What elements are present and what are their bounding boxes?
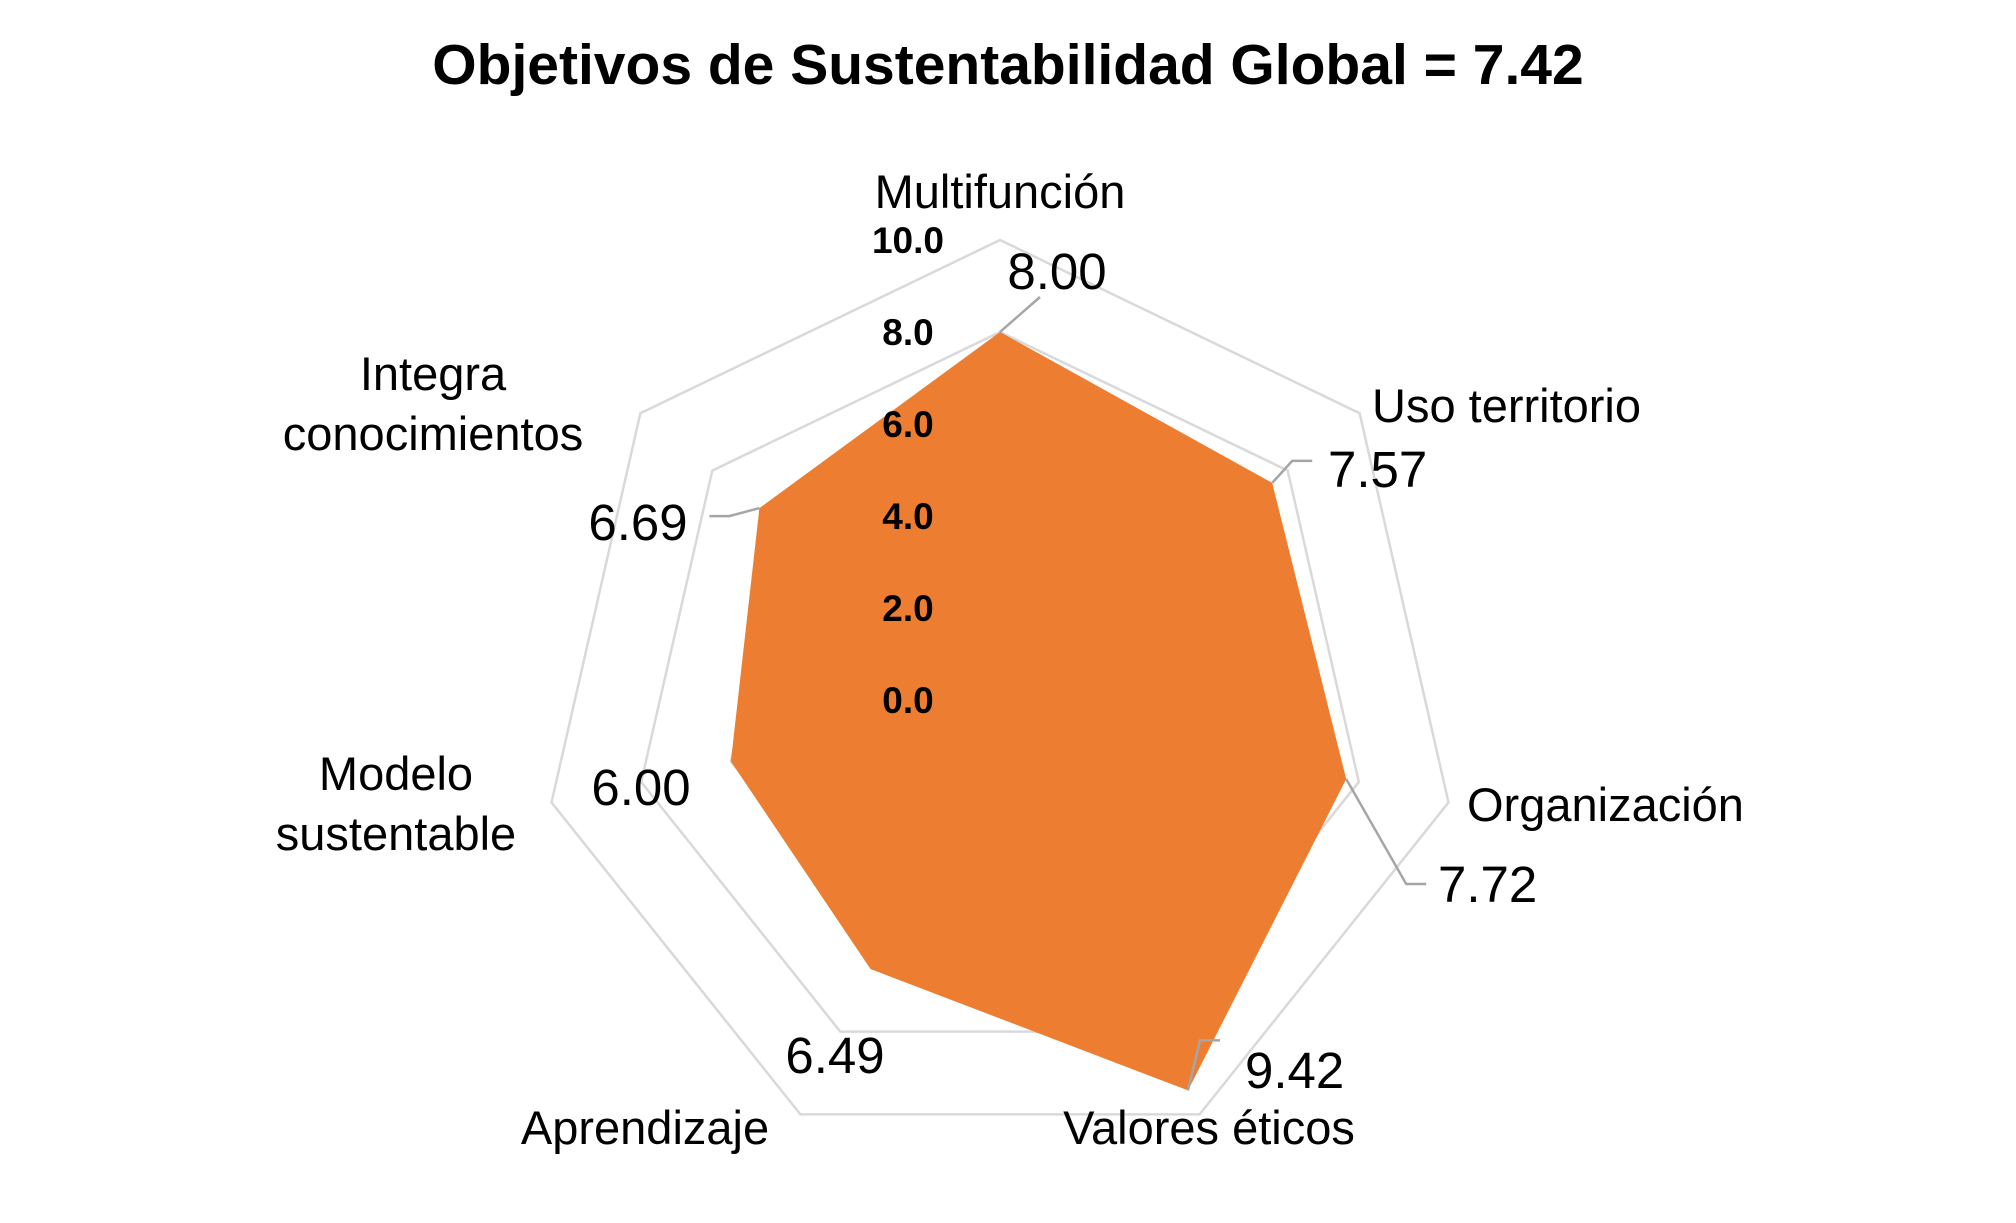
- category-label-line: Aprendizaje: [521, 1101, 769, 1154]
- data-label-5: 6.00: [591, 759, 690, 816]
- data-label-1: 7.57: [1328, 441, 1427, 498]
- data-label-6: 6.69: [588, 494, 687, 551]
- grid-ring-5: [550, 238, 1450, 1116]
- category-label-4: Aprendizaje: [521, 1101, 769, 1154]
- series-area-0: [730, 332, 1347, 1091]
- value-leader-lines: [709, 296, 1427, 1091]
- category-label-line: conocimientos: [283, 407, 583, 460]
- tick-label-5: 10.0: [872, 220, 944, 261]
- category-label-line: Organización: [1467, 778, 1744, 831]
- grid-ring-4: [639, 330, 1361, 1033]
- category-label-line: Multifunción: [875, 165, 1126, 218]
- category-labels: Multifunción Uso territorio Organización Va…: [276, 165, 1744, 1154]
- leader-line-6: [709, 506, 760, 518]
- tick-label-0: 0.0: [882, 680, 933, 721]
- category-label-line: Valores éticos: [1063, 1101, 1355, 1154]
- leader-line-3: [1186, 1039, 1220, 1091]
- data-label-0: 8.00: [1007, 243, 1106, 300]
- category-label-2: Organización: [1467, 778, 1744, 831]
- category-label-5: Modelo sustentable: [276, 747, 516, 860]
- category-label-3: Valores éticos: [1063, 1101, 1355, 1154]
- category-label-0: Multifunción: [875, 165, 1126, 218]
- data-label-4: 6.49: [785, 1027, 884, 1084]
- data-label-3: 9.42: [1245, 1042, 1344, 1099]
- tick-label-2: 4.0: [882, 496, 933, 537]
- category-label-line: Modelo: [319, 747, 473, 800]
- category-label-6: Integra conocimientos: [283, 347, 583, 460]
- leader-line-0: [999, 296, 1041, 333]
- category-label-line: Integra: [360, 347, 507, 400]
- data-label-2: 7.72: [1438, 856, 1537, 913]
- category-label-line: Uso territorio: [1372, 379, 1641, 432]
- leader-line-2: [1345, 778, 1427, 886]
- chart-title: Objetivos de Sustentabilidad Global = 7.…: [432, 33, 1583, 97]
- tick-label-3: 6.0: [882, 404, 933, 445]
- category-label-line: sustentable: [276, 807, 516, 860]
- leader-line-1: [1271, 459, 1313, 484]
- tick-label-1: 2.0: [882, 588, 933, 629]
- tick-label-4: 8.0: [882, 312, 933, 353]
- category-label-1: Uso territorio: [1372, 379, 1641, 432]
- radial-axis-ticks: 0.0 2.0 4.0 6.0 8.0 10.0: [872, 220, 944, 721]
- radar-series: [730, 332, 1347, 1091]
- data-labels: 8.00 7.57 7.72 9.42 6.49 6.00 6.69: [588, 243, 1537, 1099]
